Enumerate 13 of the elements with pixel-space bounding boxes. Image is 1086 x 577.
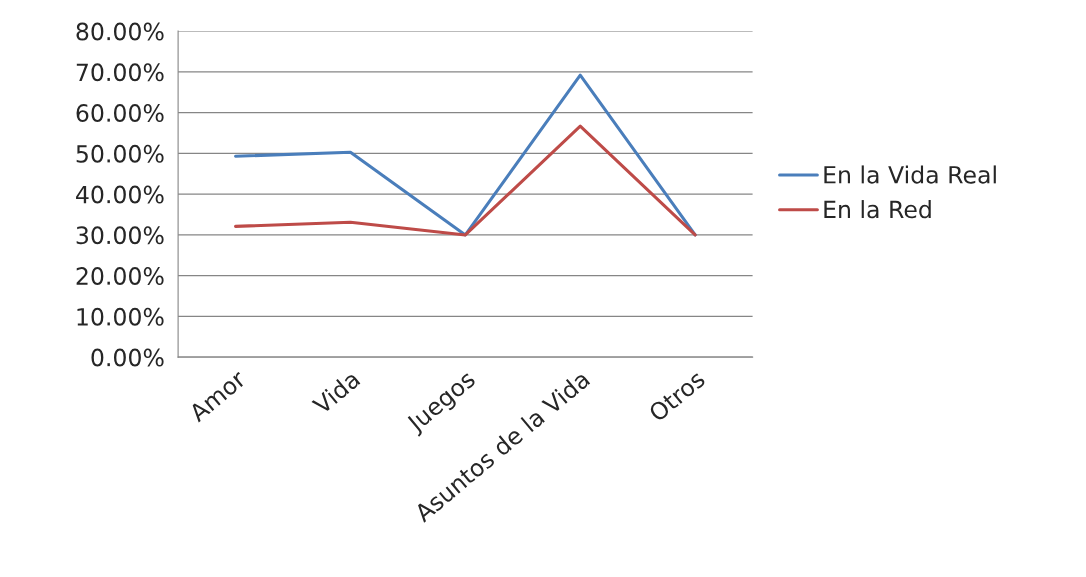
y-tick-label: 40.00%: [76, 185, 164, 204]
y-tick-label: 70.00%: [76, 63, 164, 82]
legend-label: En la Red: [824, 200, 931, 219]
x-tick-label: Vida: [311, 369, 361, 416]
y-tick-label: 10.00%: [77, 307, 164, 326]
line-series: [234, 124, 697, 237]
y-tick-label: 20.00%: [76, 267, 164, 285]
y-tick-label: 80.00%: [76, 22, 164, 41]
y-tick-label: 50.00%: [76, 144, 164, 163]
y-tick-label: 60.00%: [76, 104, 164, 122]
y-tick-label: 0.00%: [91, 348, 164, 367]
legend-label: En la Vida Real: [824, 165, 996, 184]
y-tick-label: 30.00%: [76, 226, 164, 245]
